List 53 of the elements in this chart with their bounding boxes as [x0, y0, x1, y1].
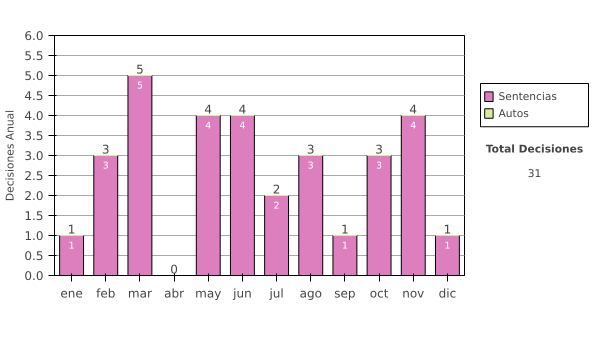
text: 2.5: [24, 169, 44, 183]
data-label: 3: [308, 160, 314, 172]
text: 2.0: [24, 189, 44, 203]
text: 6.0: [24, 29, 44, 43]
x-tick-label: feb: [96, 286, 116, 300]
x-tick-label: jun: [232, 286, 252, 300]
total-label: 1: [341, 222, 349, 236]
x-tick-label: nov: [402, 286, 424, 300]
x-tick-label: ene: [60, 286, 83, 300]
total-label: 3: [102, 142, 110, 156]
data-label: 1: [342, 240, 348, 252]
x-tick-label: sep: [334, 286, 356, 300]
total-label: 3: [306, 142, 315, 156]
x-tick-label: may: [195, 286, 222, 300]
legend-label: Sentencias: [498, 90, 558, 104]
data-label: 2: [274, 200, 280, 212]
x-tick-label: jul: [268, 286, 284, 300]
total-label: 3: [375, 142, 383, 156]
x-tick-label: oct: [370, 286, 389, 300]
text: 3.5: [24, 129, 44, 143]
text: 5.0: [24, 69, 44, 83]
total-label: 1: [444, 222, 452, 236]
y-axis-title: Decisiones Anual: [3, 110, 16, 202]
total-label: 4: [238, 102, 246, 116]
text: 5.5: [24, 49, 44, 63]
total-label: 2: [272, 182, 280, 196]
text: 0.0: [24, 269, 44, 283]
total-label: 4: [409, 102, 418, 116]
text: 4.0: [24, 109, 44, 123]
text: 4.5: [24, 89, 44, 103]
text: 1.5: [24, 209, 44, 223]
x-tick-label: abr: [164, 286, 184, 300]
text: 1.0: [24, 229, 44, 243]
data-label: 4: [410, 120, 416, 132]
total-label: 1: [68, 222, 76, 236]
x-tick-label: mar: [128, 286, 152, 300]
total-label: 5: [136, 62, 144, 76]
data-label: 1: [68, 240, 75, 252]
data-label: 4: [239, 120, 246, 132]
x-tick-label: ago: [300, 286, 322, 300]
total-label: 4: [204, 102, 212, 116]
x-tick-label: dic: [438, 286, 456, 300]
total-label: 0: [170, 262, 178, 276]
legend-label: Autos: [498, 107, 530, 120]
text: Total Decisiones: [486, 142, 584, 156]
data-label: 3: [102, 160, 109, 172]
data-label: 1: [444, 240, 450, 252]
data-label: 4: [205, 120, 212, 132]
text: 3.0: [24, 149, 44, 163]
data-label: 5: [136, 80, 143, 92]
text: 31: [528, 167, 542, 180]
data-label: 3: [376, 160, 382, 172]
text: 0.5: [24, 249, 44, 263]
